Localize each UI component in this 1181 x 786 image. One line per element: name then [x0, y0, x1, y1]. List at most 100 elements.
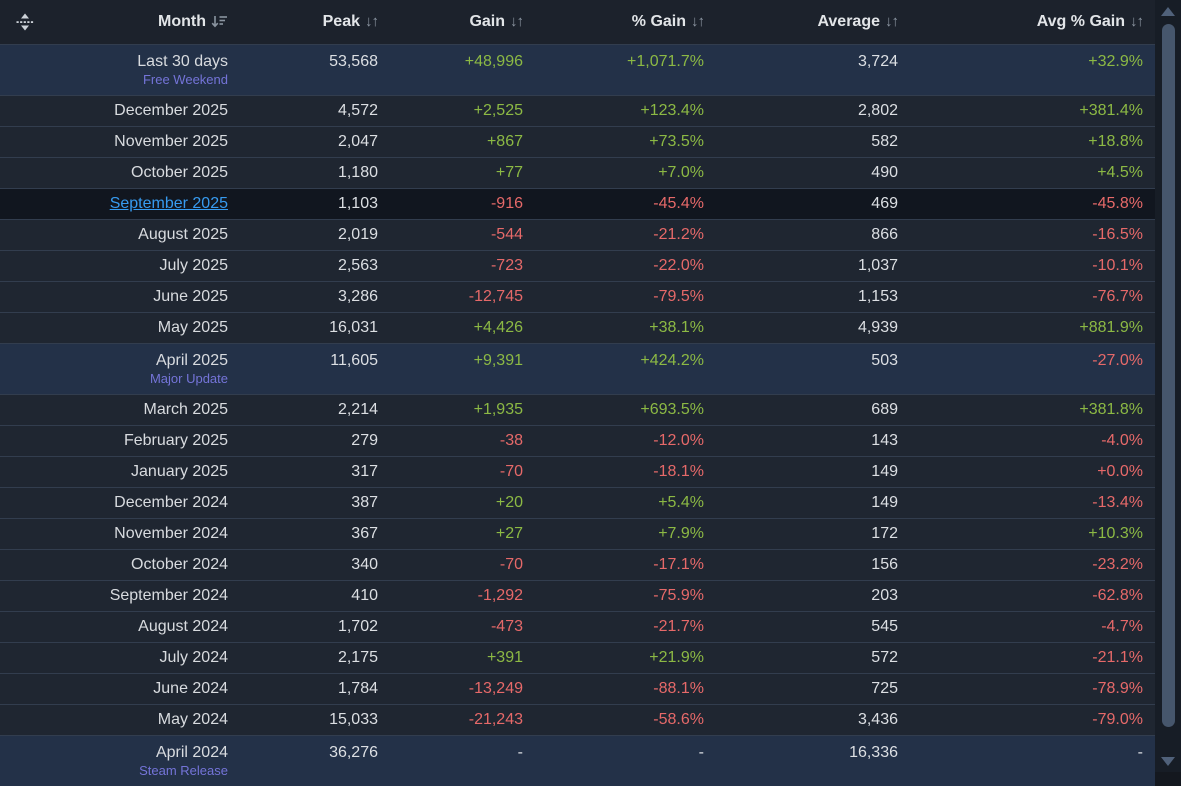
average-cell: 725	[716, 674, 910, 705]
month-label: June 2024	[153, 680, 228, 697]
sort-both-icon: ↓↑	[691, 13, 704, 30]
column-label: Month	[158, 13, 206, 30]
month-cell: January 2025	[0, 457, 240, 488]
peak-cell: 2,563	[240, 251, 390, 282]
month-label: September 2024	[110, 587, 228, 604]
pct-gain-cell: -45.4%	[535, 189, 716, 220]
gain-cell: -1,292	[390, 581, 535, 612]
average-cell: 545	[716, 612, 910, 643]
column-header-gain[interactable]: Gain↓↑	[390, 0, 535, 45]
column-header-month[interactable]: Month	[0, 0, 240, 45]
avg-pct-gain-cell: -76.7%	[910, 282, 1155, 313]
average-cell: 1,037	[716, 251, 910, 282]
column-header-avg-pct-gain[interactable]: Avg % Gain↓↑	[910, 0, 1155, 45]
month-label: February 2025	[124, 432, 228, 449]
month-cell: October 2025	[0, 158, 240, 189]
pct-gain-cell: +424.2%	[535, 344, 716, 395]
month-label: November 2025	[114, 133, 228, 150]
average-cell: 503	[716, 344, 910, 395]
pct-gain-cell: -22.0%	[535, 251, 716, 282]
player-stats-table-panel: Month Peak↓↑ Gain↓↑ % Gain ↓↑ Average↓↑ A…	[0, 0, 1155, 772]
gain-cell: -544	[390, 220, 535, 251]
month-cell: December 2025	[0, 96, 240, 127]
pct-gain-cell: -	[535, 736, 716, 786]
month-label: April 2025	[156, 352, 228, 369]
month-label: December 2025	[114, 102, 228, 119]
column-header-average[interactable]: Average↓↑	[716, 0, 910, 45]
peak-cell: 317	[240, 457, 390, 488]
sort-both-icon: ↓↑	[885, 13, 898, 30]
month-label: May 2024	[158, 711, 228, 728]
scrollbar-thumb[interactable]	[1162, 24, 1175, 727]
average-cell: 203	[716, 581, 910, 612]
average-cell: 156	[716, 550, 910, 581]
month-label: June 2025	[153, 288, 228, 305]
average-cell: 143	[716, 426, 910, 457]
avg-pct-gain-cell: -78.9%	[910, 674, 1155, 705]
pct-gain-cell: -75.9%	[535, 581, 716, 612]
average-cell: 469	[716, 189, 910, 220]
peak-cell: 2,175	[240, 643, 390, 674]
pct-gain-cell: +21.9%	[535, 643, 716, 674]
move-table-icon[interactable]	[10, 12, 35, 34]
month-label: October 2025	[131, 164, 228, 181]
average-cell: 172	[716, 519, 910, 550]
avg-pct-gain-cell: -21.1%	[910, 643, 1155, 674]
avg-pct-gain-cell: -62.8%	[910, 581, 1155, 612]
pct-gain-cell: -88.1%	[535, 674, 716, 705]
average-cell: 3,724	[716, 45, 910, 96]
column-label: % Gain	[632, 13, 686, 30]
pct-gain-cell: -12.0%	[535, 426, 716, 457]
avg-pct-gain-cell: -13.4%	[910, 488, 1155, 519]
month-cell: June 2025	[0, 282, 240, 313]
avg-pct-gain-cell: +4.5%	[910, 158, 1155, 189]
avg-pct-gain-cell: +18.8%	[910, 127, 1155, 158]
avg-pct-gain-cell: +381.8%	[910, 395, 1155, 426]
column-header-pct-gain[interactable]: % Gain ↓↑	[535, 0, 716, 45]
gain-cell: +9,391	[390, 344, 535, 395]
gain-cell: -38	[390, 426, 535, 457]
scrollbar-track[interactable]	[1155, 22, 1181, 750]
avg-pct-gain-cell: -4.0%	[910, 426, 1155, 457]
gain-cell: -916	[390, 189, 535, 220]
avg-pct-gain-cell: +0.0%	[910, 457, 1155, 488]
monthly-players-table: Month Peak↓↑ Gain↓↑ % Gain ↓↑ Average↓↑ A…	[0, 0, 1155, 786]
scroll-up-button[interactable]	[1155, 0, 1181, 22]
gain-cell: +1,935	[390, 395, 535, 426]
gain-cell: +867	[390, 127, 535, 158]
gain-cell: -70	[390, 550, 535, 581]
pct-gain-cell: +5.4%	[535, 488, 716, 519]
peak-cell: 15,033	[240, 705, 390, 736]
gain-cell: +48,996	[390, 45, 535, 96]
table-header-row: Month Peak↓↑ Gain↓↑ % Gain ↓↑ Average↓↑ A…	[0, 0, 1155, 45]
gain-cell: +77	[390, 158, 535, 189]
average-cell: 2,802	[716, 96, 910, 127]
month-label: January 2025	[131, 463, 228, 480]
scroll-down-button[interactable]	[1155, 750, 1181, 772]
peak-cell: 340	[240, 550, 390, 581]
vertical-scrollbar[interactable]	[1155, 0, 1181, 772]
event-label: Major Update	[0, 371, 228, 386]
avg-pct-gain-cell: -16.5%	[910, 220, 1155, 251]
average-cell: 866	[716, 220, 910, 251]
column-header-peak[interactable]: Peak↓↑	[240, 0, 390, 45]
month-link[interactable]: September 2025	[110, 195, 228, 212]
month-cell: March 2025	[0, 395, 240, 426]
pct-gain-cell: +73.5%	[535, 127, 716, 158]
month-cell: August 2025	[0, 220, 240, 251]
month-label: Last 30 days	[137, 53, 228, 70]
month-cell: August 2024	[0, 612, 240, 643]
avg-pct-gain-cell: -23.2%	[910, 550, 1155, 581]
pct-gain-cell: -21.2%	[535, 220, 716, 251]
